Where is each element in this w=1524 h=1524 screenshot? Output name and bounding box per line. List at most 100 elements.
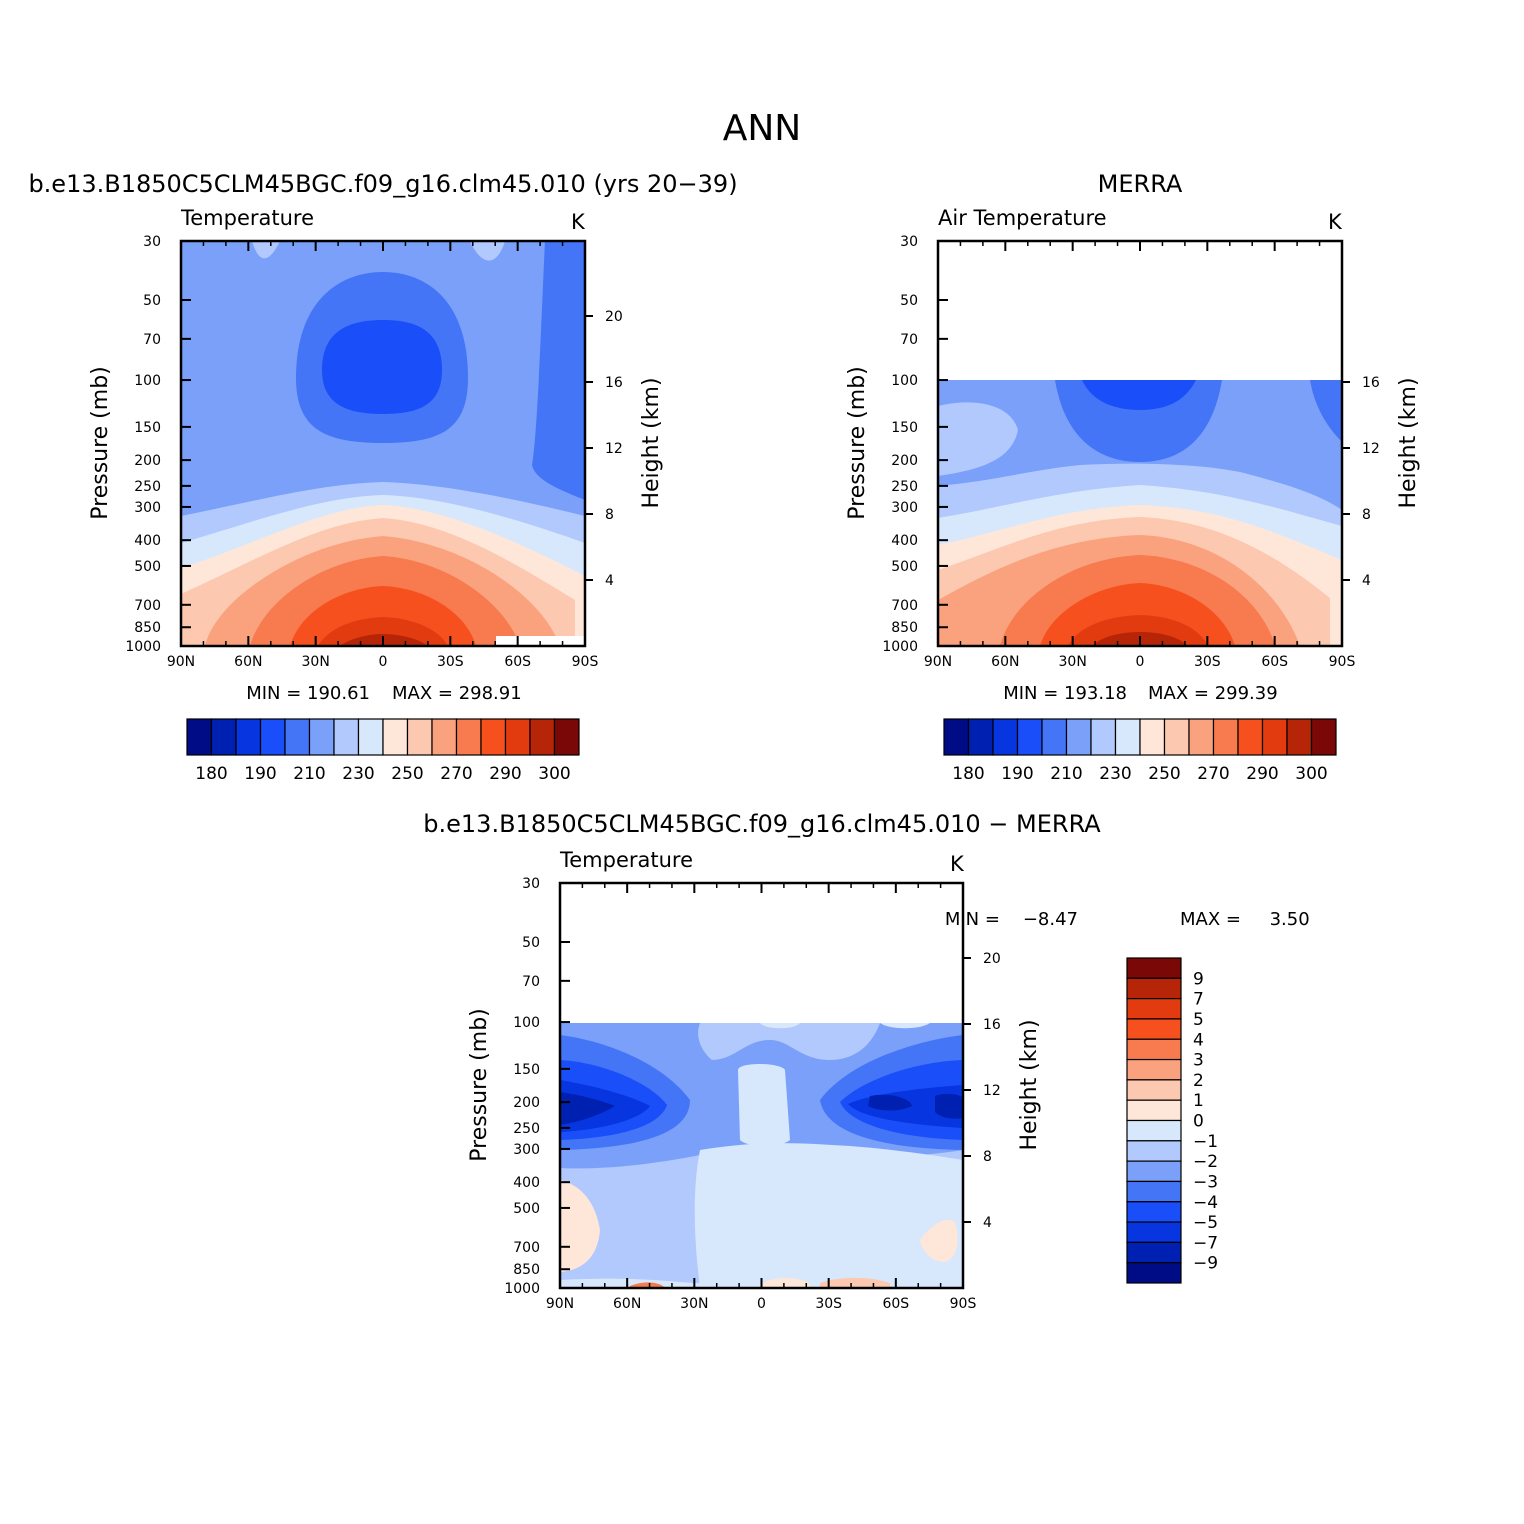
colorbar-swatch xyxy=(1126,1262,1182,1284)
colorbar-swatch xyxy=(259,718,286,756)
colorbar-swatch xyxy=(1126,1140,1182,1162)
y-right-tick-label: 16 xyxy=(605,375,623,391)
colorbar-swatch xyxy=(1126,1180,1182,1203)
colorbar-label: 190 xyxy=(1001,764,1033,784)
panel-diff: b.e13.B1850C5CLM45BGC.f09_g16.clm45.010 … xyxy=(423,810,1309,1312)
colorbar-label: −7 xyxy=(1193,1233,1218,1253)
x-tick-label: 30N xyxy=(1059,654,1087,670)
colorbar-swatch xyxy=(1126,1221,1182,1243)
y-tick-label: 30 xyxy=(143,234,161,250)
colorbar-label: 190 xyxy=(244,764,276,784)
colorbar-swatch xyxy=(382,718,409,756)
colorbar-swatch xyxy=(1310,718,1337,756)
panel-obs-min: MIN = 193.18 xyxy=(1003,683,1127,704)
y-tick-label: 700 xyxy=(134,598,161,614)
panel-model-ylabel-right: Height (km) xyxy=(639,377,664,508)
panel-obs-title: MERRA xyxy=(1098,170,1183,198)
colorbar-label: 1 xyxy=(1193,1091,1204,1111)
colorbar-label: 3 xyxy=(1193,1051,1204,1071)
panel-model-units: K xyxy=(571,210,586,234)
y-tick-label: 100 xyxy=(891,373,918,389)
x-tick-label: 0 xyxy=(379,654,388,670)
colorbar-swatch xyxy=(1261,718,1288,756)
y-tick-label: 30 xyxy=(522,876,540,892)
y-tick-label: 850 xyxy=(134,620,161,636)
panel-obs-field xyxy=(938,380,1342,646)
colorbar-label: 180 xyxy=(952,764,984,784)
colorbar-swatch xyxy=(1114,718,1141,756)
colorbar-swatch xyxy=(1065,718,1092,756)
y-tick-label: 700 xyxy=(513,1240,540,1256)
x-tick-label: 90N xyxy=(546,1296,574,1312)
x-tick-label: 30N xyxy=(680,1296,708,1312)
colorbar-swatch xyxy=(1126,1201,1182,1223)
y-tick-label: 100 xyxy=(513,1015,540,1031)
y-right-tick-label: 20 xyxy=(983,951,1001,967)
colorbar-swatch xyxy=(308,718,335,756)
colorbar-swatch xyxy=(455,718,482,756)
panel-model-variable: Temperature xyxy=(180,206,314,230)
y-tick-label: 850 xyxy=(891,620,918,636)
panel-model-min: MIN = 190.61 xyxy=(246,683,370,704)
colorbar-swatch xyxy=(1041,718,1068,756)
x-tick-label: 30N xyxy=(302,654,330,670)
y-tick-label: 500 xyxy=(134,559,161,575)
x-tick-label: 30S xyxy=(815,1296,842,1312)
colorbar-label: 270 xyxy=(1197,764,1229,784)
panel-obs: MERRA Air Temperature K 90N 60N 30N 0 30S 60S… xyxy=(845,170,1421,784)
colorbar-swatch xyxy=(529,718,556,756)
colorbar-swatch xyxy=(186,718,213,756)
figure-title: ANN xyxy=(723,108,802,149)
colorbar-label: 230 xyxy=(342,764,374,784)
panel-diff-max: MAX = 3.50 xyxy=(1180,909,1310,930)
y-tick-label: 400 xyxy=(891,533,918,549)
colorbar-label: 2 xyxy=(1193,1071,1204,1091)
y-tick-label: 50 xyxy=(900,293,918,309)
y-tick-label: 70 xyxy=(900,332,918,348)
y-tick-label: 70 xyxy=(143,332,161,348)
colorbar-swatch xyxy=(284,718,311,756)
x-tick-label: 60S xyxy=(1261,654,1288,670)
colorbar-label: 250 xyxy=(391,764,423,784)
colorbar-swatch xyxy=(480,718,507,756)
colorbar-swatch xyxy=(504,718,531,756)
colorbar-swatch xyxy=(1126,1241,1182,1264)
y-right-tick-label: 12 xyxy=(605,441,623,457)
panel-model-field xyxy=(181,241,585,646)
colorbar-label: 290 xyxy=(1246,764,1278,784)
x-tick-label: 30S xyxy=(1194,654,1221,670)
colorbar-label: 210 xyxy=(293,764,325,784)
y-tick-label: 50 xyxy=(522,935,540,951)
colorbar-label: 210 xyxy=(1050,764,1082,784)
colorbar-label: −9 xyxy=(1193,1254,1218,1274)
x-tick-label: 0 xyxy=(1136,654,1145,670)
y-tick-label: 850 xyxy=(513,1262,540,1278)
x-tick-label: 60N xyxy=(613,1296,641,1312)
y-right-tick-label: 8 xyxy=(605,507,614,523)
y-tick-label: 500 xyxy=(891,559,918,575)
y-tick-label: 400 xyxy=(134,533,161,549)
colorbar-label: 9 xyxy=(1193,969,1204,989)
y-tick-label: 50 xyxy=(143,293,161,309)
y-tick-label: 150 xyxy=(513,1062,540,1078)
colorbar-swatch xyxy=(1126,957,1182,979)
colorbar-label: 250 xyxy=(1148,764,1180,784)
panel-diff-title: b.e13.B1850C5CLM45BGC.f09_g16.clm45.010 … xyxy=(423,810,1101,838)
panel-obs-ylabel-right: Height (km) xyxy=(1396,377,1421,508)
colorbar-label: 300 xyxy=(538,764,570,784)
panel-diff-ylabel: Pressure (mb) xyxy=(467,1008,492,1162)
y-tick-label: 1000 xyxy=(504,1281,540,1297)
colorbar-swatch xyxy=(943,718,970,756)
colorbar-label: 5 xyxy=(1193,1010,1204,1030)
colorbar-swatch xyxy=(967,718,994,756)
colorbar-label: −5 xyxy=(1193,1213,1218,1233)
y-right-tick-label: 8 xyxy=(983,1149,992,1165)
y-tick-label: 200 xyxy=(134,453,161,469)
colorbar-swatch xyxy=(1126,1099,1182,1122)
x-tick-label: 60S xyxy=(882,1296,909,1312)
y-right-tick-label: 16 xyxy=(983,1017,1001,1033)
colorbar-swatch xyxy=(1126,1079,1182,1101)
y-tick-label: 250 xyxy=(513,1121,540,1137)
y-tick-label: 250 xyxy=(891,479,918,495)
